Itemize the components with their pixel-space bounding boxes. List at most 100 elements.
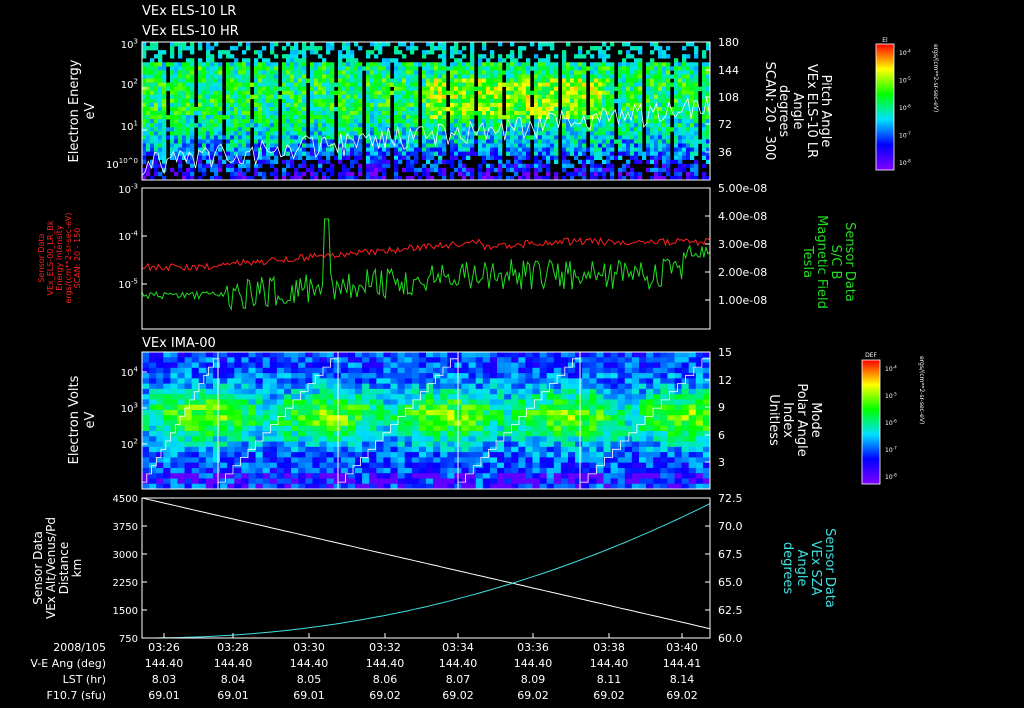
els-cell bbox=[230, 123, 235, 128]
els-cell bbox=[454, 151, 459, 156]
ima-cell bbox=[475, 473, 484, 479]
ima-cell bbox=[248, 383, 256, 390]
els-cell bbox=[190, 78, 195, 83]
els-cell bbox=[598, 78, 603, 83]
els-cell bbox=[286, 151, 291, 156]
ima-cell bbox=[220, 394, 228, 400]
els-cell bbox=[458, 139, 463, 144]
els-cell bbox=[174, 66, 179, 71]
els-cell bbox=[442, 147, 447, 152]
ima-cell bbox=[340, 436, 349, 442]
ima-cell bbox=[191, 462, 200, 469]
ima-cell bbox=[340, 446, 349, 453]
ima-cell bbox=[376, 362, 384, 369]
els-cell bbox=[610, 74, 615, 79]
ima-cell bbox=[355, 452, 363, 458]
ima-cell bbox=[397, 404, 405, 411]
els-cell bbox=[274, 115, 279, 120]
els-cell bbox=[394, 46, 399, 51]
els-cell bbox=[342, 131, 347, 136]
els-cell bbox=[378, 127, 383, 132]
els-cell bbox=[142, 70, 147, 75]
els-cell bbox=[302, 66, 307, 71]
ima-cell bbox=[418, 415, 427, 421]
els-cell bbox=[298, 171, 303, 177]
ima-cell bbox=[142, 399, 150, 405]
els-cell bbox=[154, 82, 159, 87]
els-cell bbox=[246, 42, 251, 47]
ima-cell bbox=[170, 473, 178, 479]
els-cell bbox=[234, 62, 239, 67]
els-cell bbox=[314, 90, 319, 96]
ima-cell bbox=[340, 462, 349, 469]
y2tick-2-1: 4.00e-08 bbox=[718, 210, 767, 223]
els-cell bbox=[302, 123, 307, 128]
els-cell bbox=[526, 139, 531, 144]
els-cell bbox=[578, 78, 583, 83]
els-cell bbox=[290, 147, 295, 152]
els-cell bbox=[498, 42, 503, 47]
els-cell bbox=[438, 94, 443, 100]
els-cell bbox=[194, 111, 199, 116]
els-cell bbox=[618, 175, 623, 181]
els-cell bbox=[534, 127, 539, 132]
els-cell bbox=[286, 119, 291, 124]
els-cell bbox=[314, 143, 319, 148]
els-cell bbox=[462, 155, 467, 161]
els-cell bbox=[618, 139, 623, 144]
els-cell bbox=[658, 167, 663, 173]
els-cell bbox=[246, 135, 251, 140]
els-cell bbox=[674, 98, 679, 104]
ima-cell bbox=[227, 467, 235, 474]
els-cell bbox=[426, 111, 431, 116]
els-cell bbox=[594, 115, 599, 120]
y2tick-1-4: 36 bbox=[718, 146, 732, 159]
els-cell bbox=[578, 171, 583, 177]
ima-cell bbox=[305, 399, 313, 405]
ima-cell bbox=[291, 415, 299, 421]
els-cell bbox=[646, 62, 651, 67]
els-cell bbox=[350, 127, 355, 132]
els-cell bbox=[218, 167, 223, 173]
els-cell bbox=[678, 94, 683, 100]
ylabel-2-l2: VEx_ELS-00_LR_Bk bbox=[46, 220, 55, 295]
ima-cell bbox=[312, 462, 320, 469]
els-cell bbox=[338, 131, 343, 136]
els-cell bbox=[482, 98, 487, 104]
els-cell bbox=[486, 78, 491, 83]
ima-cell bbox=[468, 457, 476, 463]
els-cell bbox=[366, 54, 371, 59]
els-cell bbox=[158, 58, 163, 63]
els-cell bbox=[594, 127, 599, 132]
els-cell bbox=[518, 151, 523, 156]
els-cell bbox=[578, 119, 583, 124]
els-cell bbox=[310, 82, 315, 87]
els-cell bbox=[470, 66, 475, 71]
els-cell bbox=[518, 135, 523, 140]
ima-cell bbox=[312, 352, 320, 358]
ima-cell bbox=[234, 357, 242, 363]
els-cell bbox=[150, 131, 155, 136]
els-cell bbox=[146, 70, 151, 75]
els-cell bbox=[146, 90, 151, 96]
els-cell bbox=[190, 139, 195, 144]
els-cell bbox=[154, 94, 159, 100]
els-cell bbox=[206, 119, 211, 124]
panel-frame-1 bbox=[141, 41, 711, 181]
ima-cell bbox=[468, 431, 476, 437]
ylabel-2-l4: ergs/(cm**2-sr-sec-eV) bbox=[64, 212, 73, 303]
ima-cell bbox=[340, 388, 349, 395]
els-cell bbox=[454, 115, 459, 120]
els-cell bbox=[446, 159, 451, 165]
els-cell bbox=[590, 66, 595, 71]
els-cell bbox=[398, 62, 403, 67]
els-cell bbox=[530, 135, 535, 140]
els-cell bbox=[318, 78, 323, 83]
els-cell bbox=[574, 82, 579, 87]
els-cell bbox=[186, 74, 191, 79]
els-cell bbox=[694, 94, 699, 100]
els-cell bbox=[234, 119, 239, 124]
els-cell bbox=[370, 86, 375, 92]
els-cell bbox=[182, 70, 187, 75]
els-cell bbox=[178, 115, 183, 120]
